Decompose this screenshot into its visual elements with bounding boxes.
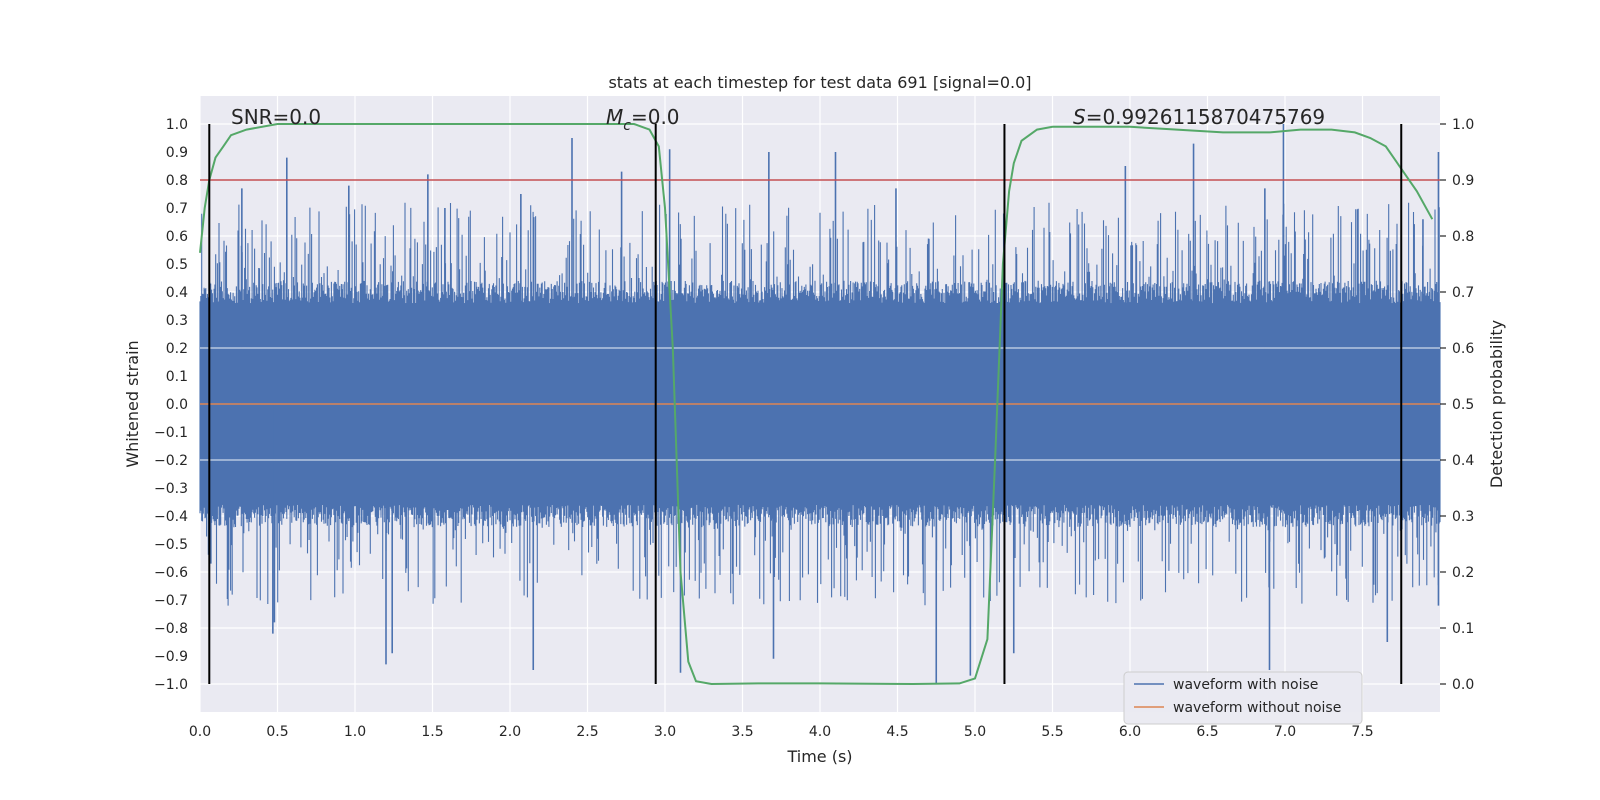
y-tick-label: −0.6 (154, 565, 188, 581)
y-tick-label: −0.2 (154, 453, 188, 469)
x-tick-label: 0.5 (266, 724, 288, 740)
detection-probability-line (199, 123, 1434, 686)
x-tick-label: 2.0 (499, 724, 521, 740)
legend: waveform with noise waveform without noi… (1123, 671, 1363, 725)
chirp-mass-subscript: c (623, 118, 631, 134)
y2-tick-label: 0.2 (1452, 565, 1474, 581)
x-tick-label: 7.5 (1351, 724, 1373, 740)
x-tick-label: 4.0 (809, 724, 831, 740)
y-tick-label: −1.0 (154, 677, 188, 693)
y-tick-label: 0.7 (166, 201, 188, 217)
y-tick-label: 1.0 (166, 117, 188, 133)
detection-statistic-annotation: S=0.9926115870475769 (1073, 105, 1325, 129)
y-tick-label: 0.6 (166, 229, 188, 245)
chirp-mass-value: =0.0 (631, 105, 680, 129)
y2-tick-label: 0.1 (1452, 621, 1474, 637)
y2-tick-label: 1.0 (1452, 117, 1474, 133)
chart-title: stats at each timestep for test data 691… (608, 73, 1031, 92)
x-tick-label: 4.5 (886, 724, 908, 740)
y-tick-label: 0.0 (166, 397, 188, 413)
x-tick-label: 5.0 (964, 724, 986, 740)
x-tick-label: 2.5 (576, 724, 598, 740)
x-tick-label: 6.0 (1119, 724, 1141, 740)
y-tick-label: −0.1 (154, 425, 188, 441)
y2-axis-label: Detection probability (1487, 320, 1506, 488)
y-tick-label: −0.5 (154, 537, 188, 553)
x-tick-label: 7.0 (1274, 724, 1296, 740)
chirp-mass-annotation: Mc=0.0 (606, 105, 680, 134)
x-tick-label: 3.5 (731, 724, 753, 740)
x-tick-label: 1.0 (344, 724, 366, 740)
y-tick-label: 0.5 (166, 257, 188, 273)
y-tick-label: 0.1 (166, 369, 188, 385)
y-tick-label: −0.7 (154, 593, 188, 609)
y-tick-label: 0.3 (166, 313, 188, 329)
y-tick-label: 0.2 (166, 341, 188, 357)
y2-tick-label: 0.5 (1452, 397, 1474, 413)
x-tick-label: 6.5 (1196, 724, 1218, 740)
chirp-mass-symbol: M (606, 105, 623, 129)
y2-tick-label: 0.0 (1452, 677, 1474, 693)
y2-tick-label: 0.8 (1452, 229, 1474, 245)
snr-annotation: SNR=0.0 (231, 105, 321, 129)
y2-axis-ticks: 1.0 0.9 0.8 0.7 0.6 0.5 0.4 0.3 0.2 0.1 0.0 (1440, 117, 1474, 693)
vertical-markers (208, 124, 1403, 684)
y-tick-label: −0.8 (154, 621, 188, 637)
y2-tick-label: 0.7 (1452, 285, 1474, 301)
y-axis-ticks: 1.0 0.9 0.8 0.7 0.6 0.5 0.4 0.3 0.2 0.1 0.0 −0.1 −0.… (154, 117, 188, 693)
detection-probability-series (199, 123, 1434, 686)
y-tick-label: 0.4 (166, 285, 188, 301)
x-axis-label: Time (s) (786, 747, 852, 766)
y-tick-label: −0.3 (154, 481, 188, 497)
x-tick-label: 3.0 (654, 724, 676, 740)
y-tick-label: −0.4 (154, 509, 188, 525)
legend-label-noise: waveform with noise (1173, 677, 1318, 693)
detection-statistic-symbol: S (1073, 105, 1086, 129)
x-tick-label: 1.5 (421, 724, 443, 740)
legend-box (1123, 671, 1363, 725)
y-tick-label: −0.9 (154, 649, 188, 665)
y2-tick-label: 0.6 (1452, 341, 1474, 357)
y2-tick-label: 0.4 (1452, 453, 1474, 469)
y2-tick-label: 0.9 (1452, 173, 1474, 189)
x-tick-label: 5.5 (1041, 724, 1063, 740)
y-tick-label: 0.8 (166, 173, 188, 189)
legend-label-clean: waveform without noise (1173, 700, 1341, 716)
x-axis-ticks: 0.0 0.5 1.0 1.5 2.0 2.5 3.0 3.5 4.0 4.5 5.0 5.5 6.0 6… (189, 724, 1374, 740)
x-tick-label: 0.0 (189, 724, 211, 740)
detection-statistic-value: =0.9926115870475769 (1086, 105, 1325, 129)
y-axis-label: Whitened strain (123, 340, 142, 467)
y-tick-label: 0.9 (166, 145, 188, 161)
y2-tick-label: 0.3 (1452, 509, 1474, 525)
